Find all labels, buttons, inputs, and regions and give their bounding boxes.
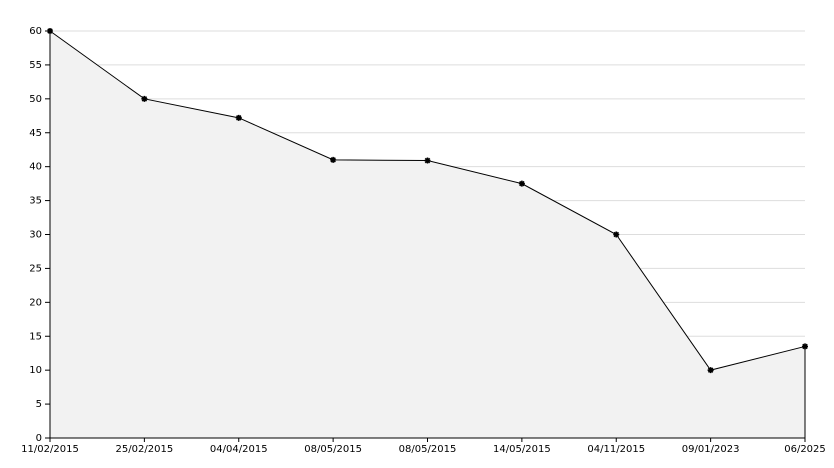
- x-tick-label: 14/05/2015: [493, 444, 551, 455]
- x-tick-label: 04/04/2015: [210, 444, 268, 455]
- y-tick-label: 0: [36, 433, 42, 444]
- x-tick-label: 11/02/2015: [21, 444, 79, 455]
- marker: [47, 28, 53, 34]
- marker: [424, 157, 431, 164]
- marker: [330, 156, 337, 163]
- x-tick-label: 04/11/2015: [587, 444, 645, 455]
- y-tick-label: 30: [29, 230, 42, 241]
- y-tick-label: 45: [29, 128, 42, 139]
- x-tick-label: 09/01/2023: [682, 444, 740, 455]
- area-fill: [50, 31, 805, 438]
- y-tick-label: 35: [29, 196, 42, 207]
- x-tick-label: 25/02/2015: [116, 444, 174, 455]
- marker: [802, 343, 808, 350]
- marker: [613, 231, 620, 238]
- y-tick-label: 20: [29, 297, 42, 308]
- y-tick-label: 25: [29, 263, 42, 274]
- y-tick-label: 15: [29, 331, 42, 342]
- y-tick-label: 60: [29, 26, 42, 37]
- y-tick-label: 40: [29, 162, 42, 173]
- y-tick-label: 5: [36, 399, 42, 410]
- y-tick-label: 50: [29, 94, 42, 105]
- marker: [707, 367, 714, 374]
- x-tick-label: 06/2025: [784, 444, 826, 455]
- y-tick-label: 55: [29, 60, 42, 71]
- marker: [235, 114, 242, 121]
- marker: [141, 95, 148, 102]
- y-tick-label: 10: [29, 365, 42, 376]
- marker: [518, 180, 525, 187]
- x-tick-label: 08/05/2015: [304, 444, 362, 455]
- x-tick-label: 08/05/2015: [399, 444, 457, 455]
